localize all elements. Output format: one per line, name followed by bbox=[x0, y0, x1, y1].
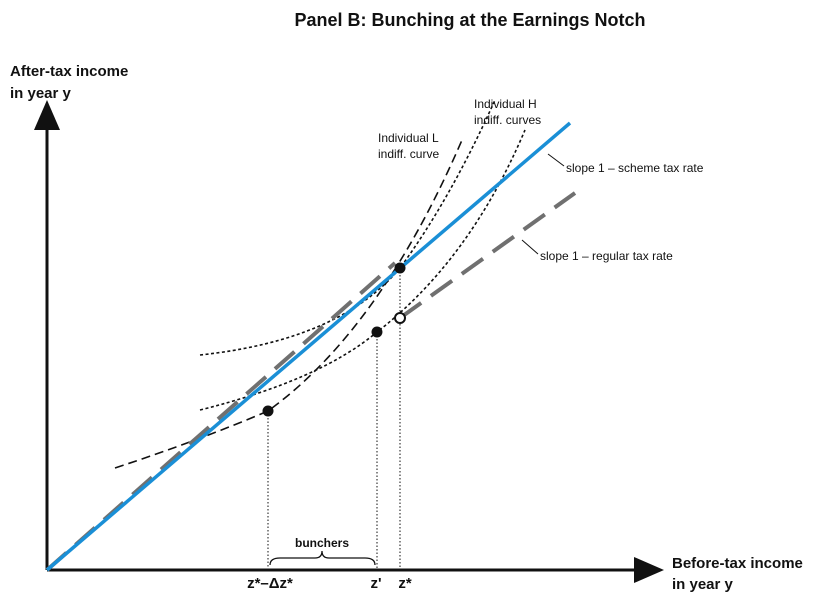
point bbox=[371, 326, 383, 338]
scheme-line bbox=[45, 121, 572, 572]
y-arrow bbox=[34, 100, 60, 130]
curve-h bbox=[199, 99, 496, 356]
leader bbox=[521, 239, 539, 255]
annotation: Individual L bbox=[378, 131, 439, 145]
curve-l bbox=[114, 139, 463, 469]
y-axis-label: in year y bbox=[10, 85, 72, 102]
point bbox=[262, 405, 274, 417]
annotation: Individual H bbox=[474, 97, 537, 111]
point bbox=[394, 312, 406, 324]
x-label: z*–Δz* bbox=[247, 575, 293, 592]
x-label: z* bbox=[398, 575, 412, 592]
x-arrow bbox=[634, 557, 664, 583]
annotation: indiff. curve bbox=[378, 147, 439, 161]
curve-h bbox=[199, 129, 526, 411]
annotation: slope 1 – scheme tax rate bbox=[566, 161, 704, 175]
annotation: indiff. curves bbox=[474, 113, 541, 127]
brace bbox=[269, 550, 376, 566]
y-axis-label: After-tax income bbox=[10, 63, 128, 80]
annotation: slope 1 – regular tax rate bbox=[540, 249, 673, 263]
leader bbox=[547, 153, 565, 167]
x-axis-label: in year y bbox=[672, 576, 734, 593]
title: Panel B: Bunching at the Earnings Notch bbox=[294, 10, 645, 30]
guides bbox=[267, 268, 401, 570]
x-axis-label: Before-tax income bbox=[672, 555, 803, 572]
point bbox=[394, 262, 406, 274]
bunchers-label: bunchers bbox=[295, 536, 349, 550]
x-label: z' bbox=[370, 575, 381, 592]
